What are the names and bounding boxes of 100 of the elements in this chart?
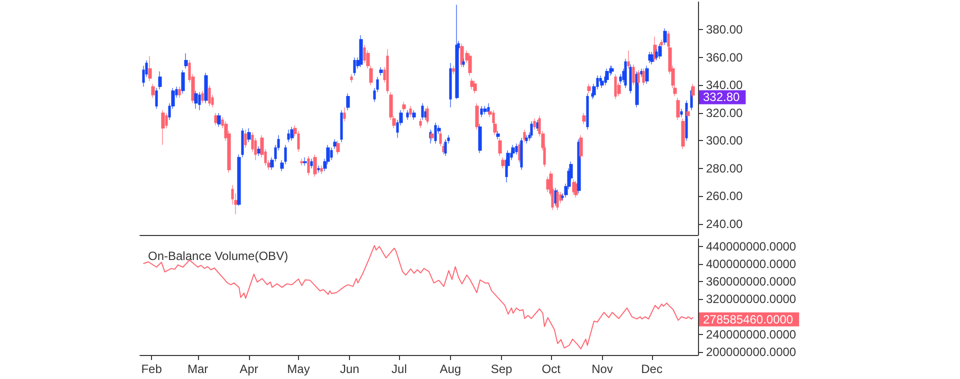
candlestick xyxy=(501,157,505,169)
candlestick xyxy=(582,112,586,124)
candlestick xyxy=(290,126,294,141)
text: On-Balance Volume(OBV) xyxy=(148,249,288,263)
candlestick xyxy=(468,53,472,76)
candlestick xyxy=(208,84,211,106)
x-tick-label: Jul xyxy=(392,362,407,376)
candlestick xyxy=(201,90,204,104)
candlestick xyxy=(680,108,683,118)
candlestick xyxy=(317,165,320,173)
candlestick xyxy=(520,138,523,170)
candlestick xyxy=(434,122,437,144)
candlestick xyxy=(574,180,578,198)
candlestick xyxy=(178,86,181,98)
candlestick xyxy=(480,106,483,118)
x-tick-label: Jun xyxy=(340,362,360,376)
y-tick-label: 400000000.0000 xyxy=(706,257,796,272)
x-tick-label: Oct xyxy=(542,362,562,376)
x-tick-label: Apr xyxy=(240,362,258,376)
candlestick xyxy=(663,28,667,46)
candlestick xyxy=(645,66,649,84)
candlestick xyxy=(155,88,158,110)
candlestick xyxy=(353,57,356,76)
candlestick xyxy=(194,90,198,110)
candlestick xyxy=(525,134,528,144)
candlestick xyxy=(632,64,635,86)
y-tick-label: 380.00 xyxy=(706,22,744,37)
y-tick-label: 360.00 xyxy=(706,50,744,64)
candlestick xyxy=(343,107,346,122)
candlestick xyxy=(614,74,617,100)
candlestick xyxy=(624,58,627,88)
candlestick xyxy=(409,106,412,118)
y-tick-label: 340.00 xyxy=(706,78,744,92)
x-tick-label: Feb xyxy=(141,362,162,376)
candlestick xyxy=(340,110,343,142)
candlestick xyxy=(627,50,630,69)
y-tick-label: 260.00 xyxy=(706,189,744,204)
x-tick-label: Nov xyxy=(592,362,613,376)
text: 332.80 xyxy=(703,90,740,104)
candlestick xyxy=(455,4,459,100)
candlestick xyxy=(313,154,317,178)
y-tick-label: 300.00 xyxy=(706,134,744,148)
y-tick-label: 240000000.0000 xyxy=(706,327,796,342)
y-tick-label: 440000000.0000 xyxy=(706,239,796,254)
y-tick-label: 320000000.0000 xyxy=(706,292,796,306)
candlestick xyxy=(359,34,363,68)
candlestick xyxy=(496,130,500,140)
candlestick xyxy=(412,110,416,120)
candlestick xyxy=(686,108,690,119)
candlestick xyxy=(247,128,251,142)
candlestick xyxy=(320,165,323,174)
y-tick-label: 200000000.0000 xyxy=(706,344,796,359)
candlestick xyxy=(151,84,155,98)
candlestick xyxy=(650,52,654,65)
candlestick xyxy=(452,66,455,74)
candlestick xyxy=(426,106,429,124)
x-tick-label: Mar xyxy=(187,362,208,376)
x-tick-label: Sep xyxy=(490,362,513,376)
candlestick xyxy=(681,118,685,150)
y-tick-label: 240.00 xyxy=(706,216,744,231)
candlestick xyxy=(421,102,424,120)
candlestick xyxy=(161,110,165,146)
candlestick xyxy=(629,64,632,94)
candlestick xyxy=(181,70,185,94)
candlestick xyxy=(158,71,162,90)
candlestick xyxy=(330,147,333,160)
candlestick xyxy=(244,129,247,148)
candlestick xyxy=(587,84,591,94)
candlestick xyxy=(214,112,218,126)
candlestick xyxy=(515,143,518,155)
candlestick xyxy=(676,97,680,120)
text: 278585460.0000 xyxy=(703,312,794,326)
candlestick xyxy=(475,102,479,130)
candlestick xyxy=(303,157,307,166)
candlestick xyxy=(336,140,340,155)
candlestick xyxy=(333,139,337,150)
candlestick xyxy=(300,158,304,166)
candlestick xyxy=(523,129,526,142)
candlestick xyxy=(350,74,353,83)
candlestick xyxy=(204,72,208,104)
candlestick xyxy=(579,134,583,160)
candlestick xyxy=(198,92,201,110)
candlestick xyxy=(470,78,474,90)
candlestick xyxy=(419,118,422,129)
candlestick xyxy=(478,124,482,154)
y-tick-label: 280.00 xyxy=(706,161,744,176)
y-tick-label: 360000000.0000 xyxy=(706,274,796,289)
candlestick xyxy=(217,112,221,128)
candlestick xyxy=(402,102,406,112)
candlestick xyxy=(287,129,290,142)
x-tick-label: Dec xyxy=(641,362,662,376)
candlestick xyxy=(310,158,313,169)
candlestick xyxy=(533,118,536,130)
candlestick xyxy=(483,106,487,115)
candlestick xyxy=(406,110,409,120)
candlestick xyxy=(530,120,533,138)
x-tick-label: Aug xyxy=(440,362,462,376)
y-tick-label: 320.00 xyxy=(706,106,744,120)
candlestick xyxy=(257,146,261,156)
candlestick xyxy=(386,48,389,94)
